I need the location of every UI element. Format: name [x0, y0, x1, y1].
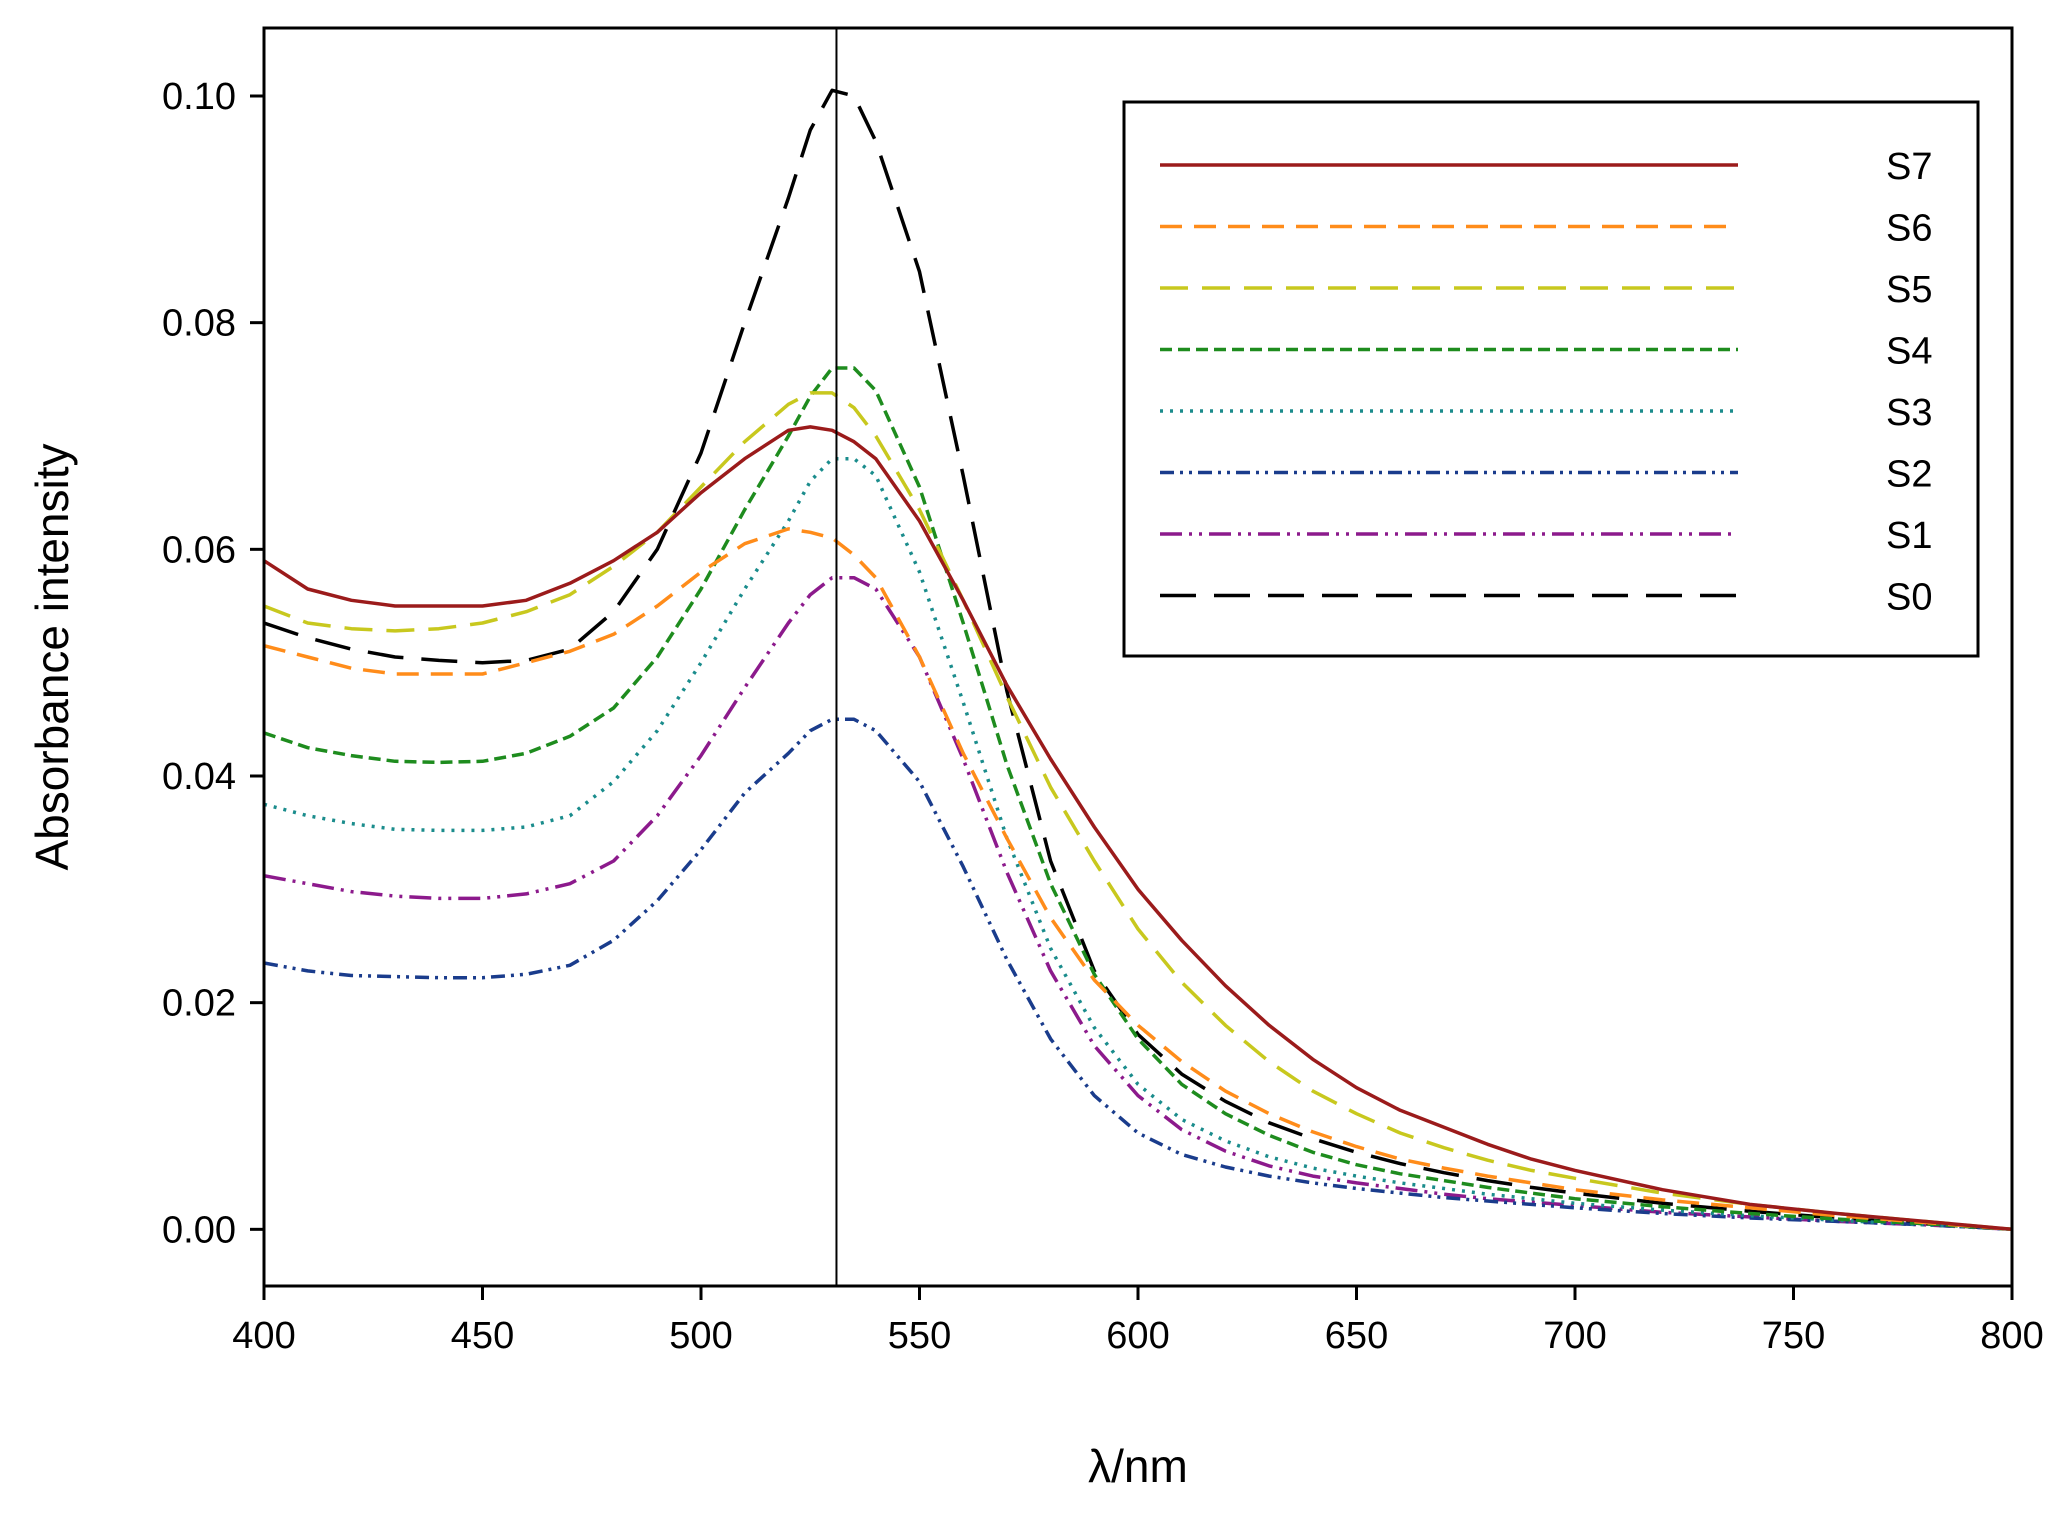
legend-label-s1: S1	[1886, 515, 1932, 557]
x-axis-ticks: 400 450 500 550 600 650 700 750 800	[232, 1286, 2044, 1357]
legend-label-s6: S6	[1886, 208, 1932, 250]
x-tick-label: 450	[451, 1315, 514, 1357]
x-tick-label: 700	[1543, 1315, 1606, 1357]
series-line-s2	[264, 717, 2012, 1232]
legend-label-s7: S7	[1886, 146, 1932, 188]
x-tick-label: 800	[1980, 1315, 2043, 1357]
x-tick-label: 650	[1325, 1315, 1388, 1357]
legend-label-s5: S5	[1886, 269, 1932, 311]
legend-label-s4: S4	[1886, 331, 1932, 373]
series-line-s6	[264, 527, 2012, 1232]
y-axis-ticks: 0.00 0.02 0.04 0.06 0.08 0.10	[162, 76, 264, 1251]
series-line-s4	[264, 366, 2012, 1232]
legend-label-s0: S0	[1886, 577, 1932, 619]
x-tick-label: 600	[1106, 1315, 1169, 1357]
x-axis-title: λ/nm	[1088, 1440, 1188, 1492]
legend: S7 S6 S5 S4 S3 S2 S1 S0	[1122, 100, 1980, 658]
legend-label-s2: S2	[1886, 454, 1932, 496]
x-tick-label: 400	[232, 1315, 295, 1357]
y-axis-title: Absorbance intensity	[26, 443, 78, 870]
x-tick-label: 550	[888, 1315, 951, 1357]
legend-label-s3: S3	[1886, 392, 1932, 434]
x-tick-label: 500	[669, 1315, 732, 1357]
series-group	[264, 88, 2012, 1232]
series-line-s1	[264, 575, 2012, 1232]
series-line-s0	[264, 88, 2012, 1232]
y-tick-label: 0.04	[162, 756, 236, 798]
legend-box	[1122, 100, 1980, 658]
y-tick-label: 0.06	[162, 529, 236, 571]
series-line-s5	[264, 391, 2012, 1232]
y-tick-label: 0.10	[162, 76, 236, 118]
y-tick-label: 0.02	[162, 983, 236, 1025]
series-line-s3	[264, 456, 2012, 1232]
series-line-s7	[264, 425, 2012, 1232]
y-tick-label: 0.00	[162, 1209, 236, 1251]
x-tick-label: 750	[1762, 1315, 1825, 1357]
y-tick-label: 0.08	[162, 303, 236, 345]
